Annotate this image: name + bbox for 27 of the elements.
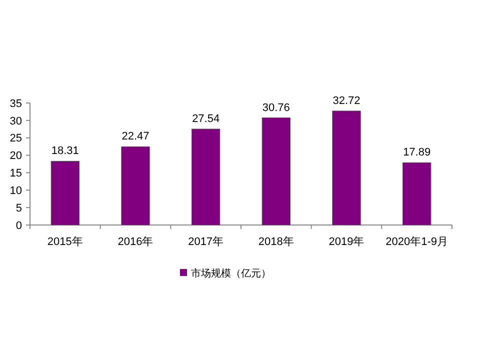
x-tick-label: 2016年 — [118, 236, 154, 248]
bar — [402, 162, 432, 226]
bar — [50, 160, 80, 226]
y-tick-label: 20 — [10, 150, 22, 162]
bar — [121, 146, 150, 226]
y-tick-label: 10 — [10, 184, 22, 197]
bar — [262, 118, 290, 226]
y-tick-label: 25 — [10, 132, 22, 145]
y-tick-label: 35 — [10, 98, 22, 110]
data-label: 22.47 — [122, 130, 150, 143]
data-label: 32.72 — [332, 94, 360, 107]
x-tick-label: 2020年1-9月 — [386, 236, 448, 248]
x-tick-label: 2015年 — [47, 236, 83, 248]
data-label: 17.89 — [403, 146, 431, 159]
bar — [332, 110, 361, 226]
data-label: 30.76 — [262, 102, 290, 114]
y-tick-label: 15 — [10, 168, 22, 180]
x-tick-label: 2018年 — [258, 236, 294, 248]
x-tick-label: 2019年 — [328, 236, 364, 248]
data-label: 27.54 — [192, 113, 220, 126]
data-label: 18.31 — [51, 145, 79, 158]
y-tick-label: 5 — [16, 202, 22, 214]
y-tick-label: 30 — [10, 115, 22, 128]
bar — [192, 128, 220, 226]
y-tick-label: 0 — [16, 220, 22, 232]
legend-label: 市场规模（亿元） — [191, 268, 271, 280]
x-tick-label: 2017年 — [188, 236, 224, 248]
